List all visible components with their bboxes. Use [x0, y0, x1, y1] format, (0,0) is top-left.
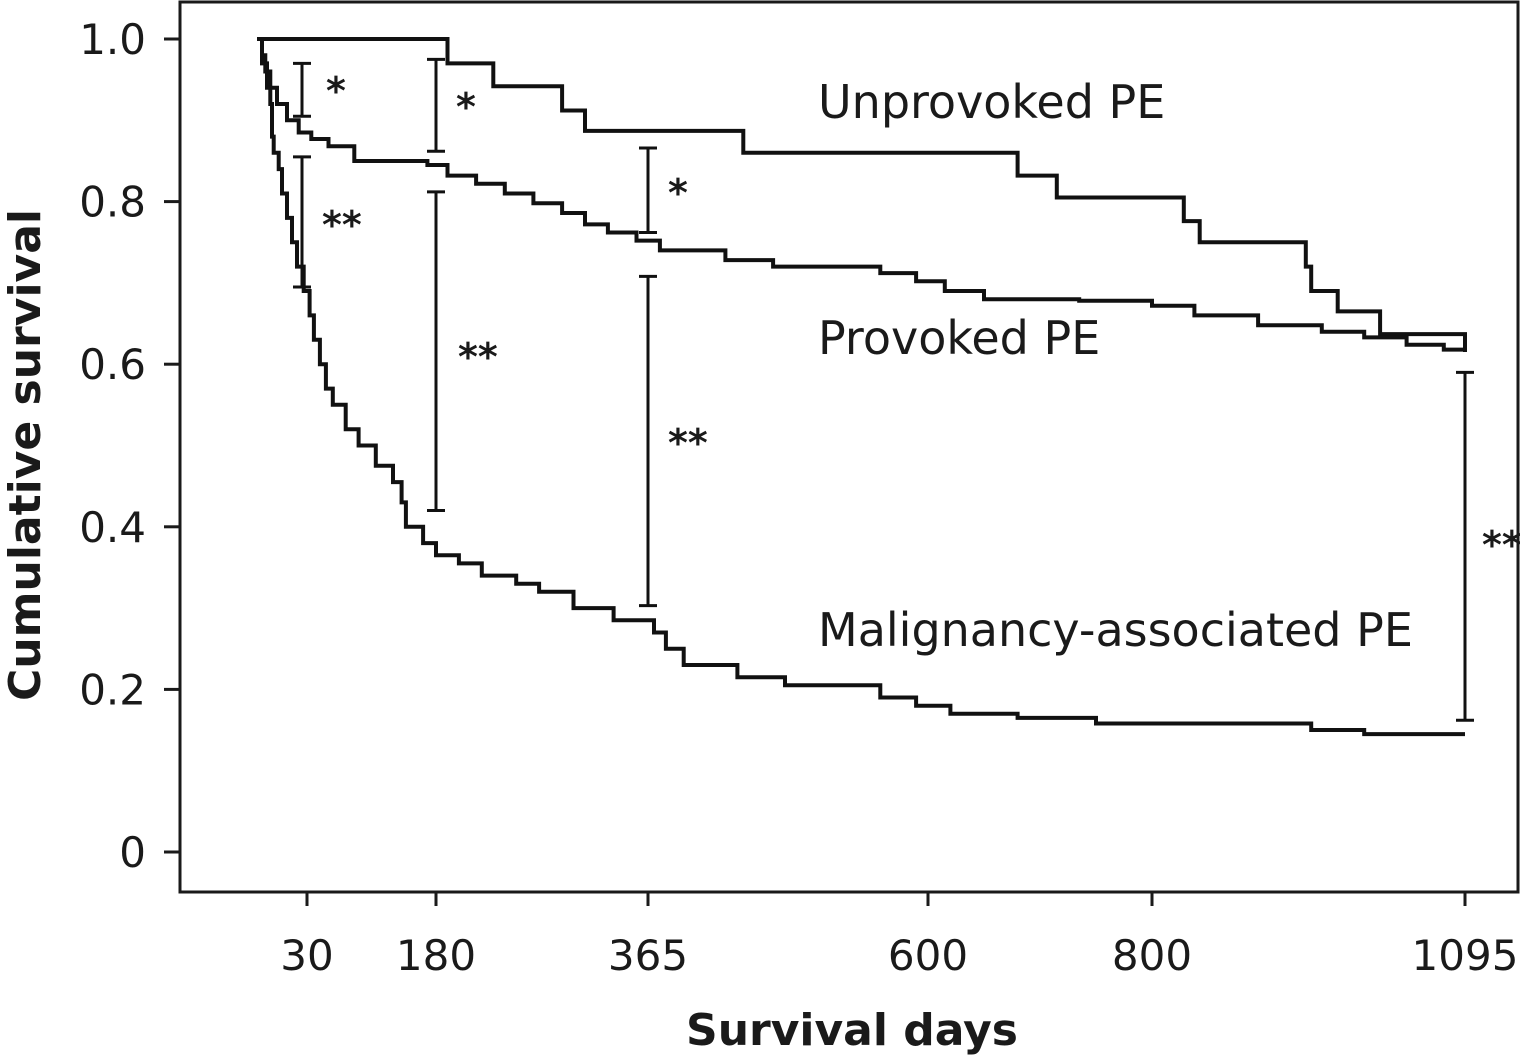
y-tick-label: 0.6 — [79, 340, 146, 389]
x-tick-label: 365 — [608, 931, 688, 980]
series-label-3: Malignancy-associated PE — [818, 603, 1413, 657]
survival-curves — [257, 37, 1467, 737]
x-tick-label: 30 — [280, 931, 333, 980]
series-line-1 — [257, 37, 1467, 352]
plot-frame — [178, 0, 1520, 894]
series-line-2 — [257, 37, 1465, 352]
significance-bars: *********** — [293, 57, 1520, 722]
sig-label: ** — [322, 203, 362, 247]
y-axis: 0 0.2 0.4 0.6 0.8 1.0 — [79, 15, 180, 877]
x-tick-label: 180 — [396, 931, 476, 980]
x-axis: 30 180 365 600 800 1095 — [280, 892, 1518, 980]
y-tick-label: 0.8 — [79, 178, 146, 227]
x-axis-title: Survival days — [686, 1005, 1018, 1056]
x-tick-label: 800 — [1112, 931, 1192, 980]
sig-label: * — [326, 69, 346, 113]
y-tick-label: 0.2 — [79, 665, 146, 714]
series-label-1: Unprovoked PE — [818, 75, 1165, 129]
y-axis-title: Cumulative survival — [0, 209, 51, 701]
y-tick-label: 0.4 — [79, 503, 146, 552]
series-labels: Unprovoked PE Provoked PE Malignancy-assoc… — [818, 75, 1413, 657]
sig-label: * — [668, 171, 688, 215]
sig-label: ** — [668, 421, 708, 465]
x-tick-label: 1095 — [1412, 931, 1519, 980]
sig-label: ** — [458, 335, 498, 379]
x-tick-label: 600 — [888, 931, 968, 980]
series-line-3 — [257, 37, 1465, 737]
y-tick-label: 0 — [119, 828, 146, 877]
sig-label: ** — [1482, 523, 1520, 567]
sig-label: * — [456, 85, 476, 129]
series-label-2: Provoked PE — [818, 311, 1100, 365]
y-tick-label: 1.0 — [79, 15, 146, 64]
